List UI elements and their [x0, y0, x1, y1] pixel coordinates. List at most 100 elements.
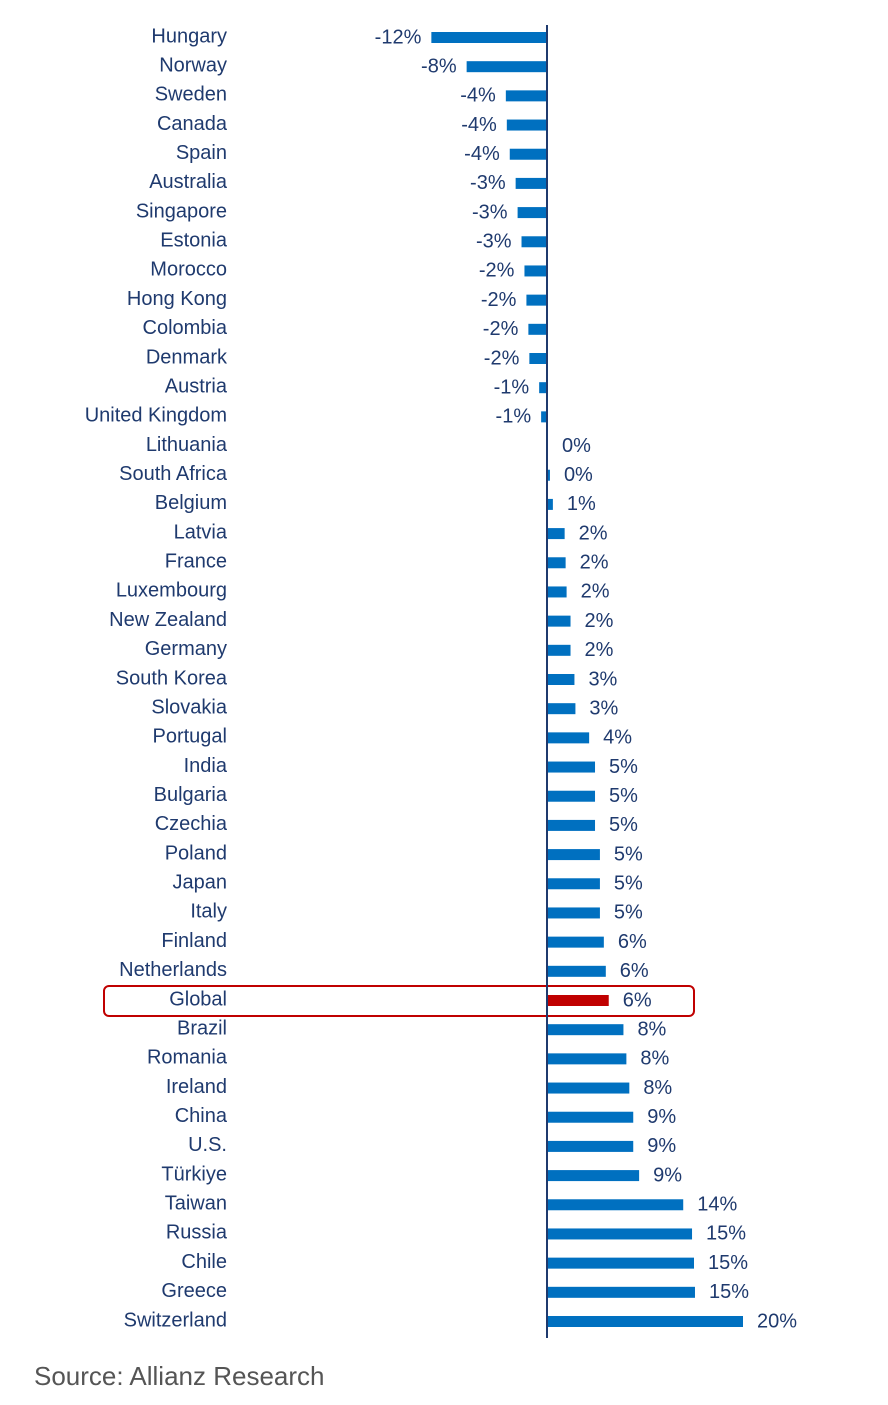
bar	[547, 1286, 695, 1298]
bar	[509, 148, 547, 160]
category-label: Canada	[157, 113, 228, 135]
category-label: France	[165, 551, 227, 573]
value-label: 3%	[589, 697, 618, 719]
bar	[547, 878, 600, 890]
bar	[547, 644, 571, 656]
value-label: -1%	[496, 406, 532, 428]
bar	[547, 819, 596, 831]
bar	[506, 119, 547, 131]
category-label: Norway	[159, 54, 227, 76]
bar	[547, 1199, 684, 1211]
value-label: 2%	[585, 610, 614, 632]
category-label: Netherlands	[119, 959, 227, 981]
category-label: India	[184, 755, 228, 777]
value-label: 9%	[653, 1164, 682, 1186]
bar	[524, 265, 547, 277]
category-label: Hungary	[151, 25, 227, 47]
bar	[547, 469, 550, 481]
category-label: Romania	[147, 1047, 228, 1069]
bar	[547, 1111, 634, 1123]
category-label: Denmark	[146, 346, 228, 368]
bar	[505, 90, 547, 102]
value-label: 5%	[609, 814, 638, 836]
category-label: Russia	[166, 1222, 228, 1244]
category-label: Lithuania	[146, 434, 228, 456]
bar	[547, 761, 596, 773]
bar	[526, 294, 547, 306]
category-label: Switzerland	[124, 1309, 227, 1331]
category-label: Latvia	[174, 521, 228, 543]
category-label: Austria	[165, 375, 228, 397]
value-label: 8%	[637, 1018, 666, 1040]
category-label: Ireland	[166, 1076, 227, 1098]
source: Source: Allianz Research	[34, 1361, 324, 1391]
bar	[547, 498, 553, 510]
value-label: 9%	[647, 1106, 676, 1128]
category-label: China	[175, 1105, 228, 1127]
bar	[515, 177, 547, 189]
value-label: -2%	[481, 289, 517, 311]
bar	[547, 528, 565, 540]
bar	[547, 1316, 743, 1327]
category-label: Chile	[181, 1251, 227, 1273]
value-label: -3%	[470, 172, 506, 194]
bar	[547, 936, 604, 948]
value-label: -12%	[375, 26, 422, 48]
category-label: Germany	[145, 638, 227, 660]
category-label: Colombia	[143, 317, 228, 339]
bar	[547, 732, 590, 744]
value-label: -4%	[464, 143, 500, 165]
value-label: 15%	[708, 1252, 748, 1274]
category-label: Australia	[149, 171, 228, 193]
bar	[547, 557, 566, 569]
bar	[547, 674, 575, 685]
bar	[539, 382, 547, 394]
category-label: South Africa	[119, 463, 228, 485]
bar	[528, 323, 547, 335]
value-label: -4%	[461, 114, 497, 136]
value-label: 8%	[640, 1048, 669, 1070]
value-label: 1%	[567, 493, 596, 515]
value-label: 3%	[588, 668, 617, 690]
category-label: Japan	[173, 872, 228, 894]
category-label: Czechia	[155, 813, 228, 835]
bar	[517, 207, 547, 219]
category-label: Poland	[165, 842, 227, 864]
value-label: 8%	[643, 1077, 672, 1099]
category-label: Morocco	[150, 259, 227, 281]
value-label: 5%	[614, 902, 643, 924]
bar	[547, 1082, 630, 1094]
bar	[547, 965, 606, 977]
category-label: Sweden	[155, 84, 227, 106]
value-label: 0%	[562, 435, 591, 457]
category-label: Greece	[161, 1280, 227, 1302]
bar	[547, 1024, 624, 1036]
value-label: 2%	[580, 552, 609, 574]
value-label: 5%	[614, 843, 643, 865]
bar	[529, 353, 547, 364]
value-label: 4%	[603, 727, 632, 749]
category-label: Spain	[176, 142, 227, 164]
value-label: -4%	[460, 85, 496, 107]
value-label: -2%	[479, 260, 515, 282]
category-label: Brazil	[177, 1017, 227, 1039]
category-label: Taiwan	[165, 1193, 227, 1215]
category-label: Finland	[161, 930, 227, 952]
category-label: Luxembourg	[116, 580, 227, 602]
category-label: United Kingdom	[85, 405, 227, 427]
value-label: -3%	[476, 231, 512, 253]
value-label: 14%	[697, 1194, 737, 1216]
value-label: 9%	[647, 1135, 676, 1157]
category-label: New Zealand	[109, 609, 227, 631]
value-label: -3%	[472, 201, 508, 223]
category-label: Global	[169, 988, 227, 1010]
category-label: Türkiye	[161, 1163, 227, 1185]
bar	[541, 411, 547, 423]
bar	[547, 1257, 694, 1269]
value-label: 15%	[709, 1281, 749, 1303]
bar	[547, 615, 571, 627]
value-label: 2%	[579, 522, 608, 544]
category-label: Portugal	[153, 726, 228, 748]
bar	[547, 1140, 634, 1152]
